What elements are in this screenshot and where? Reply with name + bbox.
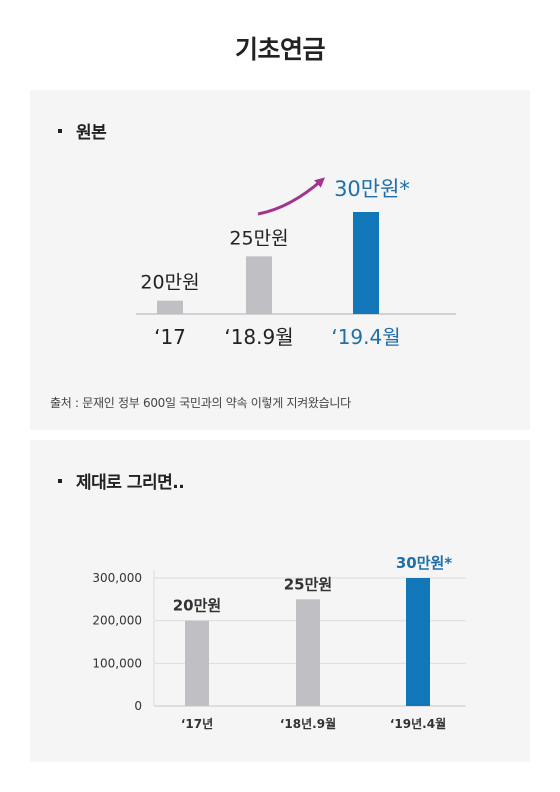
source-note: 출처 : 문재인 정부 600일 국민과의 약속 이렇게 지켜왔습니다	[50, 396, 351, 410]
data-label-3: 30만원*	[396, 554, 452, 572]
y-tick-label-2: 100,000	[92, 656, 142, 670]
data-label-1: 20만원	[140, 272, 199, 294]
original-chart-panel: 원본 20만원 ‘17 25만원 ‘18.9월 30만원* ‘19.4월 출처 : 문재인…	[30, 90, 530, 430]
corrected-chart-panel: 제대로 그리면.. 0 100,000 200,000 300,000 20만원 ‘17년…	[30, 440, 530, 762]
bullet-icon	[58, 129, 62, 133]
corrected-heading: 제대로 그리면..	[58, 468, 185, 493]
data-label-1: 20만원	[173, 597, 221, 615]
bar-3	[353, 212, 379, 314]
bar-2	[296, 599, 320, 706]
corrected-heading-label: 제대로 그리면..	[76, 473, 185, 493]
y-tick-label-4: 300,000	[92, 571, 142, 585]
original-heading-label: 원본	[76, 123, 107, 143]
bar-1	[185, 620, 209, 706]
data-label-2: 25만원	[284, 575, 332, 593]
page-title: 기초연금	[234, 35, 326, 64]
y-tick-label-3: 200,000	[92, 614, 142, 628]
corrected-bar-chart: 0 100,000 200,000 300,000 20만원 ‘17년 25만원 ‘18년.9…	[92, 554, 466, 731]
y-tick-label-1: 0	[134, 699, 142, 713]
bar-2	[246, 256, 272, 314]
bullet-icon	[58, 479, 62, 483]
original-heading: 원본	[58, 118, 107, 143]
x-tick-label-3: ‘19년.4월	[390, 716, 446, 731]
data-label-2: 25만원	[229, 227, 288, 249]
trend-arrow	[257, 177, 326, 216]
bar-3	[406, 578, 430, 706]
original-bar-chart: 20만원 ‘17 25만원 ‘18.9월 30만원* ‘19.4월	[136, 177, 456, 349]
x-tick-label-2: ‘18.9월	[224, 325, 293, 349]
x-tick-label-1: ‘17	[154, 325, 186, 349]
x-tick-label-1: ‘17년	[181, 717, 213, 731]
data-label-3: 30만원*	[334, 177, 410, 201]
x-tick-label-2: ‘18년.9월	[280, 716, 336, 731]
x-tick-label-3: ‘19.4월	[331, 325, 400, 349]
bar-1	[157, 300, 183, 314]
